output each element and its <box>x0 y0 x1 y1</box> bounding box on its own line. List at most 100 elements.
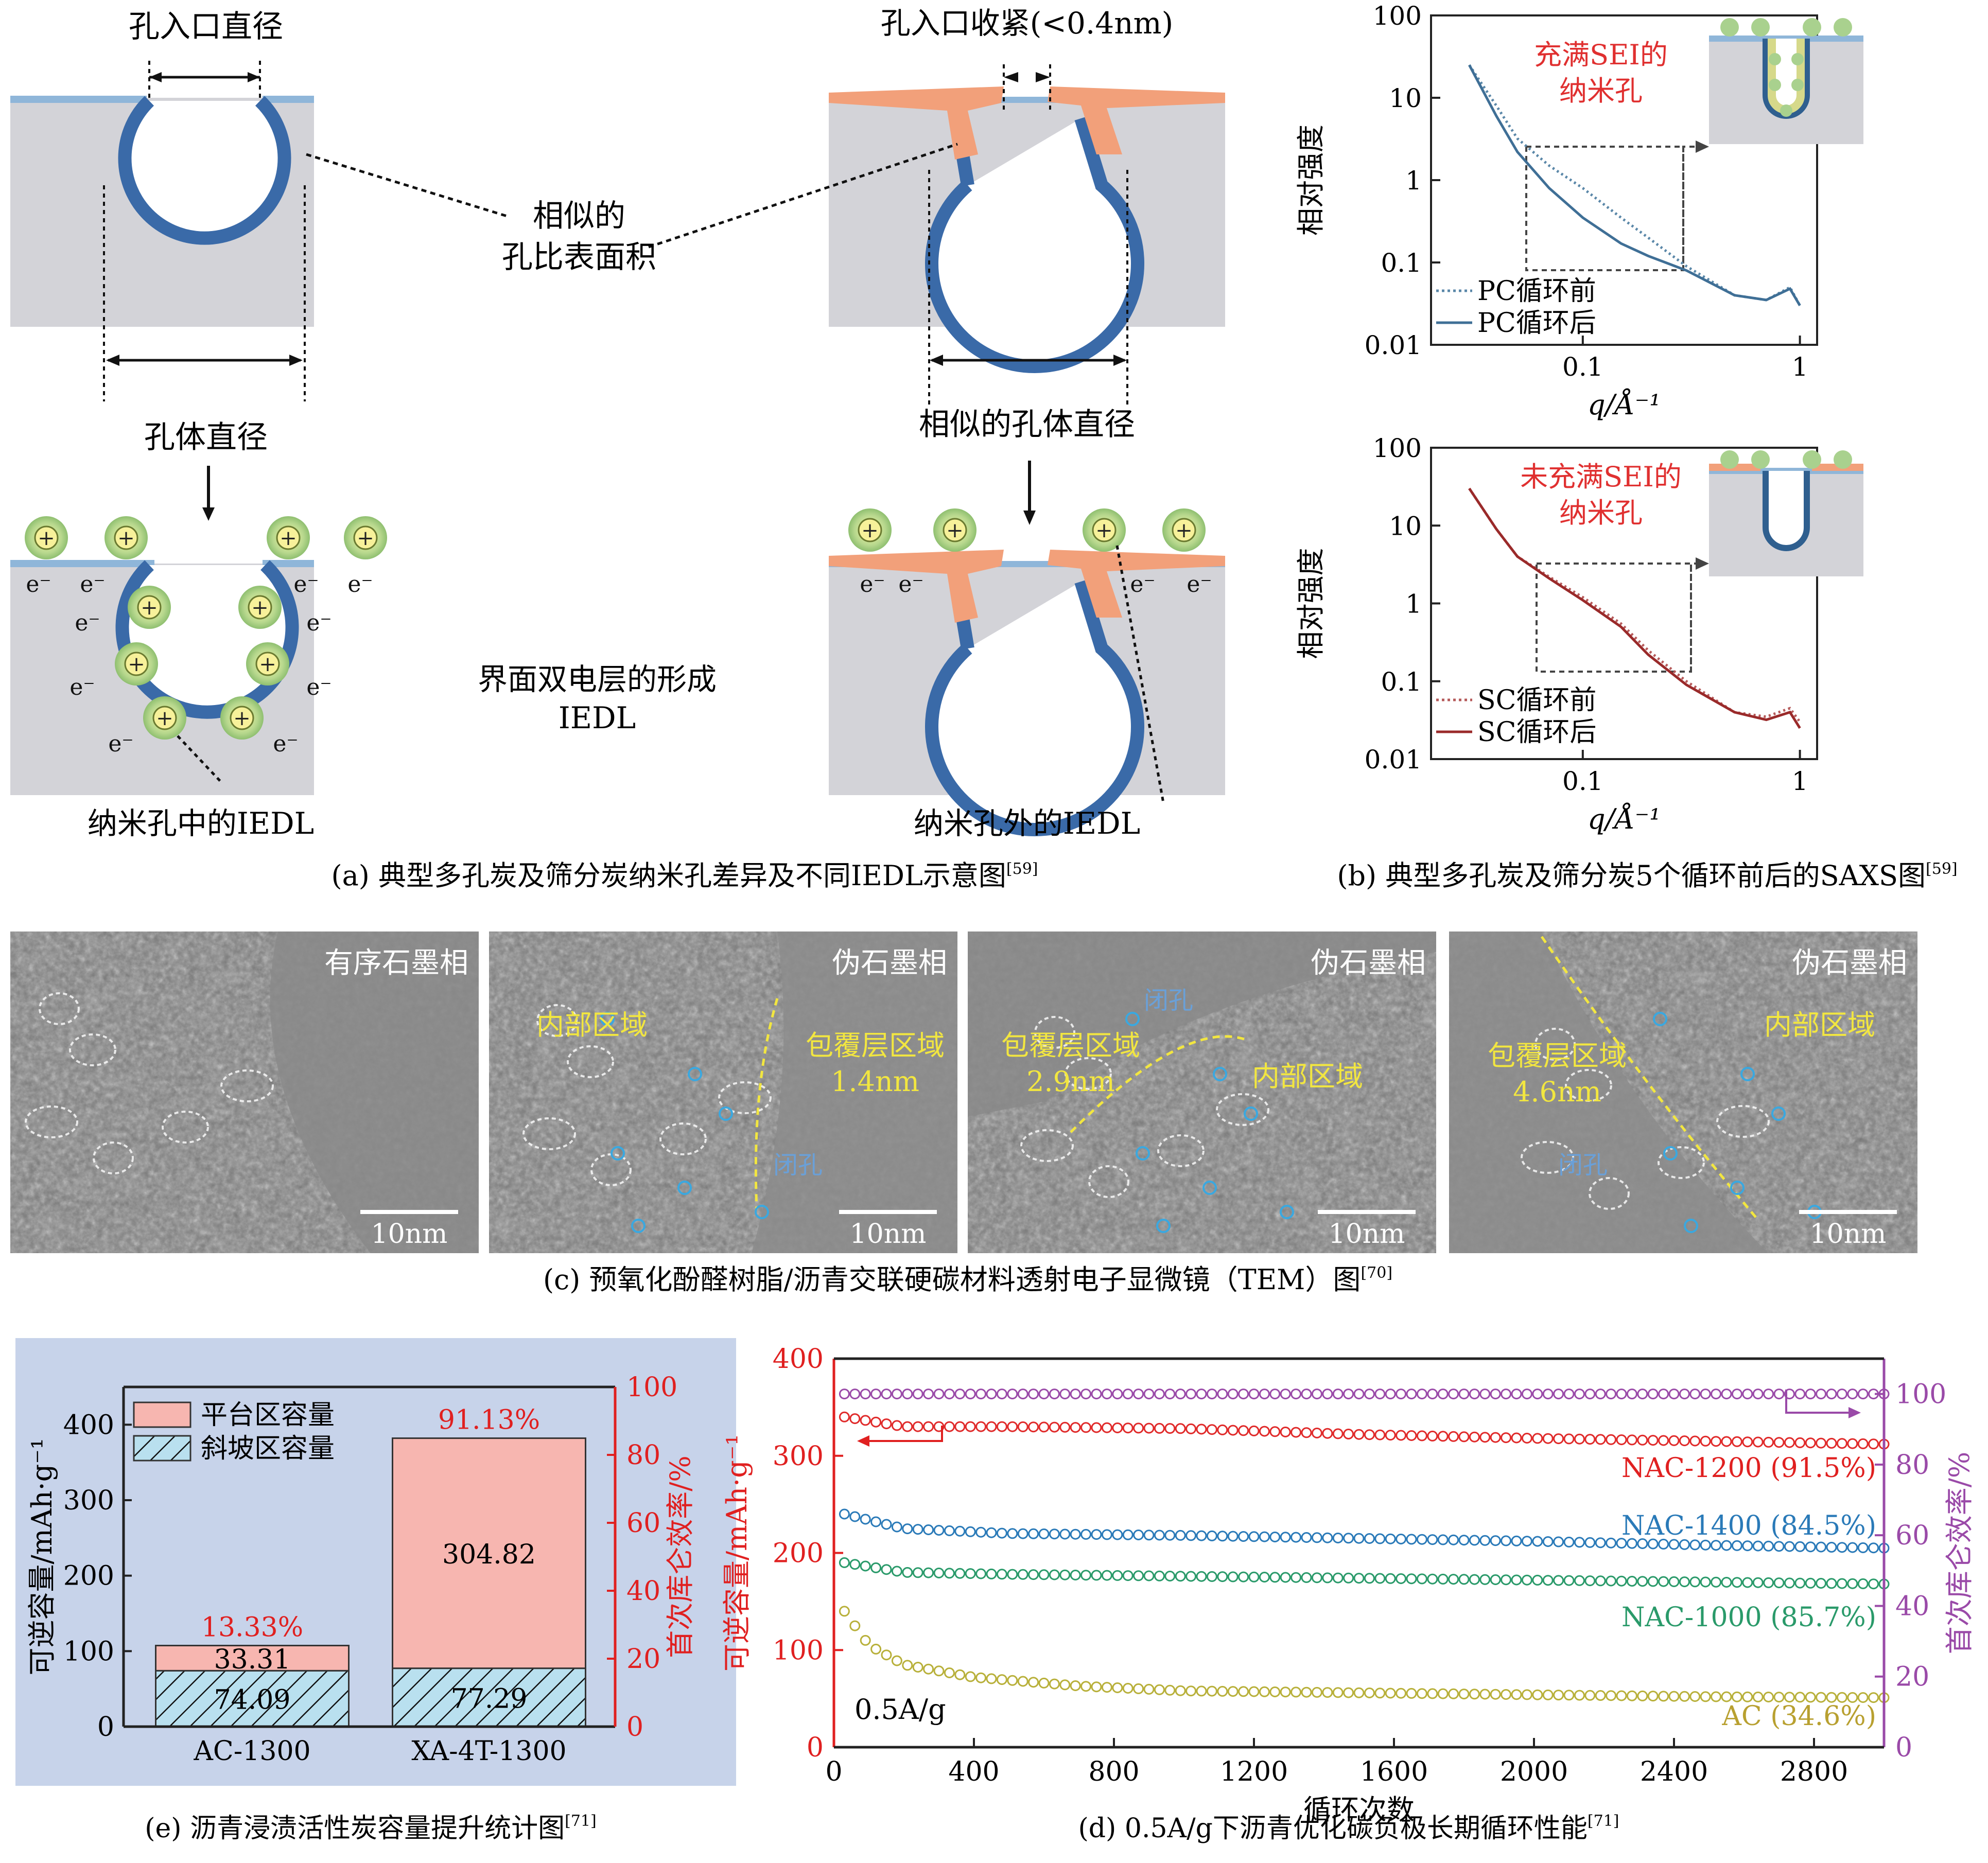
data-point <box>1742 1389 1753 1400</box>
data-point <box>1164 1423 1176 1434</box>
data-point <box>1763 1540 1774 1552</box>
data-point <box>1658 1435 1669 1446</box>
data-point <box>1238 1571 1249 1583</box>
data-point <box>860 1389 871 1400</box>
inset-ion <box>1769 53 1781 65</box>
data-point <box>1816 1692 1827 1703</box>
data-point <box>1689 1576 1701 1588</box>
data-point <box>1112 1389 1123 1400</box>
tem-title: 伪石墨相 <box>832 946 947 980</box>
data-point <box>1301 1532 1312 1543</box>
data-point <box>1511 1432 1522 1444</box>
data-point <box>1374 1688 1386 1699</box>
data-point <box>1217 1424 1228 1435</box>
y-tick-label: 1 <box>1405 589 1422 619</box>
data-point <box>1070 1389 1081 1400</box>
data-point <box>1784 1389 1795 1400</box>
boundary-line <box>1540 936 1759 1221</box>
y-tick-label: 400 <box>63 1410 114 1440</box>
data-point <box>1868 1542 1879 1554</box>
x-tick-label: 1600 <box>1360 1756 1428 1787</box>
data-point <box>912 1524 923 1535</box>
data-point <box>1458 1574 1470 1585</box>
data-point <box>902 1421 913 1432</box>
data-point <box>1616 1690 1627 1701</box>
data-point <box>1007 1389 1018 1400</box>
ion-core <box>114 525 138 550</box>
inner-region-label: 内部区域 <box>1764 1009 1875 1041</box>
ion-core <box>858 518 882 542</box>
data-point <box>912 1567 923 1578</box>
data-point <box>1626 1538 1637 1549</box>
data-point <box>1437 1431 1449 1442</box>
data-point <box>1175 1530 1186 1541</box>
data-point <box>1091 1681 1102 1693</box>
data-point <box>986 1673 997 1684</box>
data-point <box>1469 1389 1480 1400</box>
data-point <box>1490 1389 1501 1400</box>
inset-ion <box>1720 450 1739 469</box>
data-point <box>1080 1528 1092 1540</box>
y-right-tick-label: 0 <box>626 1712 643 1743</box>
data-point <box>1007 1569 1018 1580</box>
data-point <box>1868 1692 1879 1703</box>
ion-symbol: + <box>141 596 158 620</box>
annotation-text: 未充满SEI的 <box>1520 461 1682 493</box>
closed-pore-marker <box>1280 1205 1294 1219</box>
data-point <box>1154 1530 1165 1541</box>
data-point <box>1868 1578 1879 1590</box>
data-point <box>1206 1685 1217 1697</box>
data-point <box>1752 1389 1764 1400</box>
ion-symbol: + <box>38 526 55 550</box>
data-point <box>1164 1530 1176 1541</box>
legend-label: PC循环前 <box>1477 276 1596 307</box>
data-point <box>1164 1571 1176 1581</box>
data-point <box>839 1557 850 1568</box>
data-point <box>1374 1429 1386 1440</box>
x-axis-label: 循环次数 <box>1303 1794 1415 1826</box>
pore-ellipse <box>39 992 80 1025</box>
data-point <box>1805 1541 1816 1553</box>
ion-symbol: + <box>357 526 374 550</box>
data-point <box>1269 1532 1281 1542</box>
data-point <box>1353 1533 1365 1544</box>
y-tick-label: 100 <box>63 1636 114 1667</box>
data-point <box>1196 1530 1207 1541</box>
data-point <box>1291 1427 1302 1438</box>
data-point <box>1668 1539 1680 1550</box>
data-point <box>1280 1686 1291 1698</box>
specific-surface-label: 孔比表面积 <box>502 239 656 275</box>
data-point <box>1437 1534 1449 1545</box>
data-point <box>1049 1678 1060 1690</box>
data-point <box>1291 1686 1302 1698</box>
data-point <box>1647 1435 1659 1446</box>
closed-pore-marker <box>1136 1146 1150 1161</box>
data-point <box>1091 1422 1102 1433</box>
data-point <box>1112 1422 1123 1433</box>
bar-plateau <box>392 1437 586 1669</box>
electron-symbol: e⁻ <box>273 731 298 757</box>
data-point <box>1532 1433 1543 1444</box>
data-point <box>1091 1570 1102 1581</box>
data-point <box>1049 1569 1060 1580</box>
closed-pore-marker <box>1663 1146 1678 1161</box>
data-point <box>1469 1574 1480 1585</box>
pore-ellipse <box>1658 1146 1705 1179</box>
electron-group: e⁻ e⁻ e⁻ e⁻ <box>860 571 1212 597</box>
data-point <box>1689 1389 1701 1400</box>
data-point <box>1017 1528 1028 1539</box>
data-point <box>1731 1436 1742 1447</box>
data-point <box>1427 1534 1438 1545</box>
data-point <box>1143 1570 1155 1581</box>
ion-symbol: + <box>233 707 251 730</box>
ion-core <box>943 518 967 542</box>
ion-core <box>230 706 254 730</box>
data-point <box>1291 1389 1302 1400</box>
data-point <box>1574 1690 1585 1701</box>
data-point <box>1385 1688 1396 1699</box>
ion-core <box>1092 518 1117 542</box>
series-label: NAC-1200 (91.5%) <box>1621 1453 1876 1484</box>
sei-layer <box>1048 86 1225 154</box>
y-tick-label: 200 <box>63 1561 114 1592</box>
